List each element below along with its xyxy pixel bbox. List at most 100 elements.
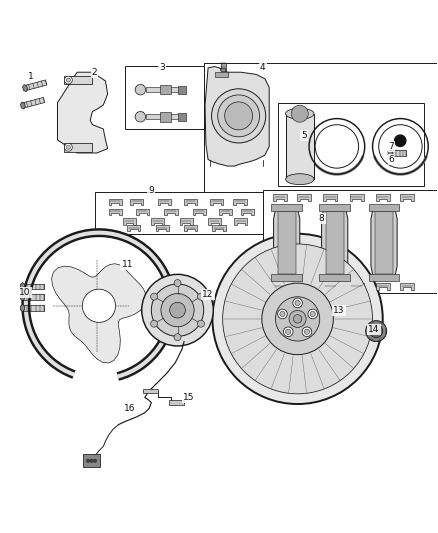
Polygon shape (323, 195, 337, 201)
Polygon shape (83, 454, 100, 467)
Polygon shape (371, 208, 397, 276)
Circle shape (293, 298, 302, 308)
Polygon shape (52, 264, 146, 363)
Polygon shape (25, 80, 47, 91)
Polygon shape (143, 389, 158, 393)
Ellipse shape (286, 108, 314, 119)
Polygon shape (274, 208, 300, 276)
Circle shape (135, 111, 146, 122)
Circle shape (283, 327, 293, 337)
Circle shape (198, 320, 205, 327)
Polygon shape (146, 87, 184, 92)
Polygon shape (169, 400, 184, 405)
Polygon shape (233, 199, 247, 205)
Polygon shape (160, 85, 171, 94)
Circle shape (198, 293, 205, 300)
Circle shape (223, 244, 372, 394)
Polygon shape (23, 85, 28, 92)
Polygon shape (21, 293, 25, 301)
Polygon shape (350, 195, 364, 201)
Polygon shape (146, 114, 184, 119)
Polygon shape (376, 195, 390, 201)
Polygon shape (319, 204, 350, 211)
Polygon shape (177, 113, 186, 120)
Polygon shape (272, 204, 302, 211)
Text: 13: 13 (333, 305, 345, 314)
Text: 4: 4 (260, 63, 265, 72)
Circle shape (64, 76, 72, 84)
Circle shape (262, 283, 333, 354)
Circle shape (151, 293, 158, 300)
Polygon shape (369, 274, 399, 281)
Text: 9: 9 (148, 185, 154, 195)
Polygon shape (212, 225, 226, 231)
Polygon shape (215, 72, 228, 77)
Circle shape (151, 320, 158, 327)
Polygon shape (22, 229, 175, 379)
Polygon shape (375, 211, 393, 274)
Circle shape (64, 143, 72, 151)
Text: 15: 15 (183, 393, 194, 402)
Bar (263, 190, 437, 293)
Circle shape (135, 84, 146, 95)
Polygon shape (400, 282, 414, 289)
Polygon shape (22, 305, 44, 311)
Text: 7: 7 (389, 142, 394, 151)
Polygon shape (109, 208, 122, 215)
Text: 14: 14 (368, 325, 380, 334)
Polygon shape (184, 225, 197, 231)
Polygon shape (390, 150, 406, 156)
Circle shape (170, 302, 185, 318)
Polygon shape (155, 225, 169, 231)
Polygon shape (219, 208, 232, 215)
Circle shape (291, 105, 308, 122)
Polygon shape (221, 63, 226, 70)
Circle shape (304, 329, 310, 334)
Polygon shape (208, 218, 221, 225)
Polygon shape (160, 112, 171, 122)
Polygon shape (136, 208, 149, 215)
Circle shape (278, 309, 287, 319)
Circle shape (225, 102, 253, 130)
Polygon shape (22, 284, 44, 289)
Polygon shape (297, 195, 311, 201)
Circle shape (67, 146, 71, 149)
Polygon shape (151, 218, 164, 225)
Text: 3: 3 (159, 63, 165, 72)
Polygon shape (64, 76, 92, 84)
Polygon shape (241, 208, 254, 215)
Circle shape (90, 459, 93, 463)
Circle shape (302, 327, 312, 337)
Circle shape (212, 89, 266, 143)
Circle shape (295, 300, 300, 305)
Polygon shape (21, 304, 25, 312)
Polygon shape (376, 282, 390, 289)
Polygon shape (286, 114, 314, 179)
Polygon shape (210, 199, 223, 205)
Polygon shape (64, 143, 92, 152)
Circle shape (308, 309, 318, 319)
Circle shape (218, 95, 260, 137)
Polygon shape (400, 195, 414, 201)
Circle shape (289, 310, 306, 327)
Circle shape (280, 311, 285, 317)
Polygon shape (57, 72, 108, 153)
Polygon shape (131, 199, 144, 205)
Polygon shape (22, 98, 45, 108)
Bar (95, 192, 263, 234)
Circle shape (370, 325, 383, 338)
Polygon shape (193, 208, 206, 215)
Polygon shape (123, 218, 136, 225)
Text: 16: 16 (124, 404, 135, 413)
Text: 1: 1 (28, 72, 34, 81)
Polygon shape (177, 86, 186, 94)
Polygon shape (127, 225, 141, 231)
Circle shape (286, 329, 291, 334)
Circle shape (395, 135, 406, 147)
Circle shape (151, 284, 204, 336)
Circle shape (86, 459, 90, 463)
Bar (278, 103, 424, 185)
Polygon shape (205, 67, 269, 166)
Polygon shape (164, 208, 177, 215)
Polygon shape (22, 294, 44, 300)
